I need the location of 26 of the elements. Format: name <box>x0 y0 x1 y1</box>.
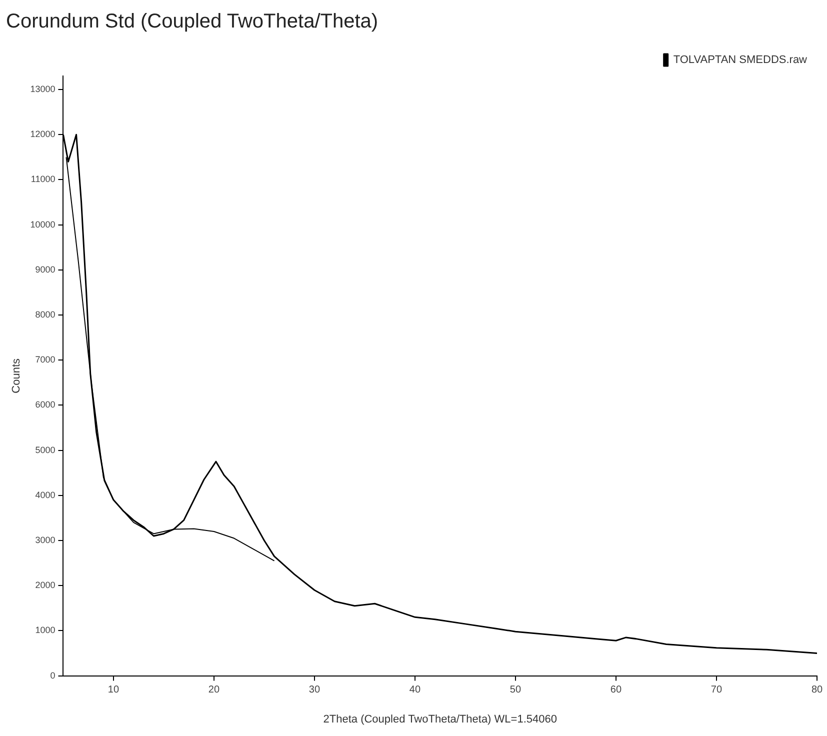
x-axis-title: 2Theta (Coupled TwoTheta/Theta) WL=1.54060 <box>323 713 557 726</box>
x-tick-label: 80 <box>811 684 823 696</box>
y-tick-label: 8000 <box>35 310 56 320</box>
y-tick-label: 11000 <box>30 174 56 184</box>
y-tick-label: 10000 <box>30 219 56 230</box>
y-tick-label: 5000 <box>35 444 56 455</box>
y-tick-label: 7000 <box>35 354 56 365</box>
y-tick-label: 13000 <box>30 84 56 94</box>
y-tick-label: 9000 <box>35 264 56 274</box>
x-tick-label: 30 <box>308 684 320 696</box>
x-tick-label: 50 <box>510 684 522 696</box>
legend-label: TOLVAPTAN SMEDDS.raw <box>673 54 808 66</box>
y-tick-label: 1000 <box>35 625 56 636</box>
y-tick-label: 12000 <box>30 129 56 140</box>
y-tick-label: 2000 <box>35 580 56 590</box>
y-tick-label: 3000 <box>35 534 56 545</box>
x-tick-label: 60 <box>610 684 622 696</box>
x-tick-label: 40 <box>409 684 421 696</box>
y-tick-label: 6000 <box>35 400 56 410</box>
chart-title: Corundum Std (Coupled TwoTheta/Theta) <box>6 10 378 33</box>
x-tick-label: 70 <box>710 684 722 696</box>
y-tick-label: 4000 <box>35 490 56 500</box>
y-axis-title: Counts <box>10 358 23 394</box>
x-tick-label: 10 <box>108 684 120 696</box>
x-tick-label: 20 <box>208 684 220 696</box>
y-tick-label: 0 <box>50 670 56 680</box>
